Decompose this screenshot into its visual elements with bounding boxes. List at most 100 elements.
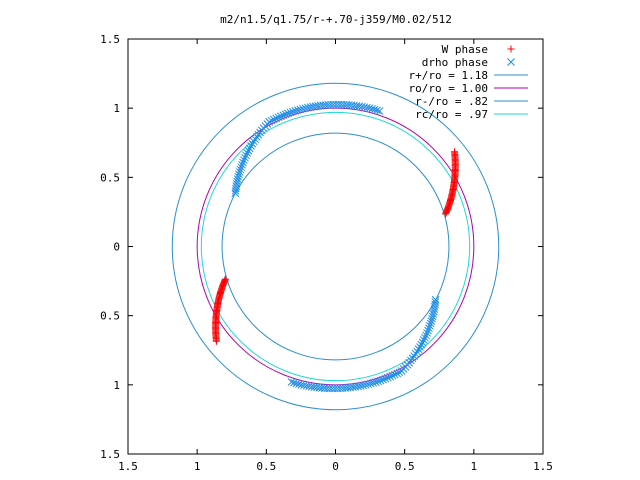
data-point <box>424 326 432 335</box>
data-point <box>428 312 437 321</box>
data-point <box>379 375 387 384</box>
data-point <box>388 371 397 380</box>
data-point <box>376 376 385 385</box>
data-point <box>373 106 381 115</box>
radius-circle <box>196 107 475 386</box>
data-point <box>507 45 515 53</box>
data-point <box>395 368 404 377</box>
legend-label: rc/ro = .97 <box>415 108 488 121</box>
data-point <box>240 156 248 164</box>
y-tick-label: 1 <box>113 102 120 115</box>
data-point <box>369 379 378 387</box>
data-point <box>281 110 290 119</box>
data-point <box>232 182 241 191</box>
legend-label: r+/ro = 1.18 <box>409 69 488 82</box>
data-point <box>239 158 247 167</box>
data-point <box>300 381 308 390</box>
data-point <box>233 177 242 186</box>
data-point <box>297 380 306 389</box>
data-point <box>430 305 439 314</box>
data-point <box>247 142 255 150</box>
data-point <box>397 367 406 375</box>
data-point <box>363 103 371 112</box>
data-point <box>426 319 435 328</box>
data-point <box>375 107 384 115</box>
data-point <box>272 114 280 123</box>
x-tick-label: 1.5 <box>533 460 553 473</box>
y-tick-label: 1.5 <box>100 33 120 46</box>
data-point <box>417 340 426 349</box>
data-point <box>245 144 254 153</box>
data-point <box>298 104 307 113</box>
data-point <box>267 116 276 125</box>
radius-circle <box>171 82 500 411</box>
y-tick-label: 0.5 <box>100 171 120 184</box>
data-point <box>368 105 376 113</box>
data-point <box>238 160 246 169</box>
data-point <box>276 112 285 121</box>
data-point <box>237 163 246 172</box>
data-point <box>242 151 250 160</box>
data-point <box>431 300 439 309</box>
data-point <box>232 184 240 193</box>
data-point <box>248 139 257 148</box>
data-point <box>425 321 434 330</box>
x-tick-label: 0.5 <box>256 460 276 473</box>
data-point <box>423 329 431 337</box>
data-point <box>429 310 438 318</box>
data-point <box>421 333 429 342</box>
y-tick-label: 0 <box>113 241 120 254</box>
data-point <box>393 369 402 378</box>
x-tick-label: 0.5 <box>395 460 415 473</box>
data-point <box>236 165 245 174</box>
data-point <box>429 307 438 316</box>
x-tick-label: 1 <box>194 460 201 473</box>
data-point <box>293 106 302 114</box>
legend-label: W phase <box>442 43 488 56</box>
data-point <box>419 336 428 344</box>
radius-circles <box>171 82 500 411</box>
radius-circle <box>200 111 471 382</box>
y-tick-label: 1.5 <box>100 448 120 461</box>
legend-label: drho phase <box>422 56 488 69</box>
data-point <box>364 380 373 389</box>
data-point <box>291 107 300 115</box>
data-point <box>232 179 241 188</box>
data-point <box>381 374 390 383</box>
legend-label: r-/ro = .82 <box>415 95 488 108</box>
data-point <box>265 118 274 126</box>
data-point <box>289 107 297 116</box>
data-point <box>416 343 424 351</box>
data-point <box>235 170 243 179</box>
data-point <box>386 372 395 381</box>
data-point <box>296 105 305 114</box>
y-tick-label: 1 <box>113 379 120 392</box>
data-point <box>418 338 427 347</box>
data-point <box>371 378 380 386</box>
data-point <box>286 108 295 117</box>
data-points <box>212 100 459 393</box>
data-point <box>290 378 298 387</box>
data-point <box>274 113 283 122</box>
axis-ticks: 1.5 1 0.5 0 0.5 1 1.51.510.500.511.5 <box>100 33 553 473</box>
x-tick-label: 1.5 <box>118 460 138 473</box>
data-point <box>391 370 399 379</box>
chart-title: m2/n1.5/q1.75/r-+.70-j359/M0.02/512 <box>220 13 452 26</box>
data-point <box>422 331 430 340</box>
data-point <box>284 109 292 118</box>
data-point <box>383 373 392 382</box>
data-point <box>233 175 242 183</box>
data-point <box>451 148 459 156</box>
data-point <box>427 317 436 325</box>
data-point <box>425 324 433 333</box>
data-point <box>243 149 252 157</box>
data-point <box>365 104 374 113</box>
data-point <box>249 137 258 146</box>
data-point <box>428 314 436 323</box>
data-point <box>235 168 244 176</box>
data-point <box>241 153 249 162</box>
data-point <box>414 345 423 354</box>
data-point <box>374 377 382 386</box>
